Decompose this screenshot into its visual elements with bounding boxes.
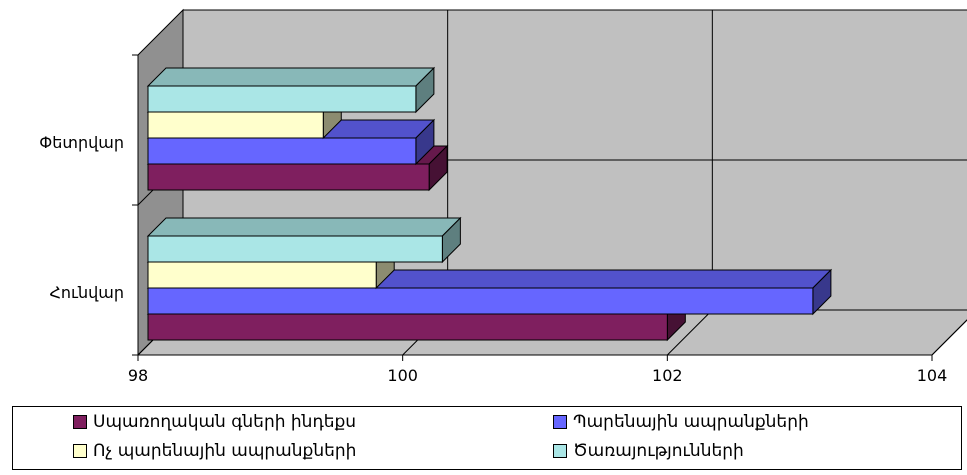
category-label: Հունվար (49, 283, 124, 302)
legend: Սպառողական գների ինդեքս Պարենային ապրանք… (12, 406, 962, 470)
x-tick-label: 102 (652, 366, 683, 385)
bar (146, 66, 436, 114)
bar-front (147, 287, 814, 315)
bar-front (147, 163, 430, 191)
legend-label: Սպառողական գների ինդեքս (93, 412, 357, 432)
bar-front (147, 235, 443, 263)
legend-item: Ծառայությունների (553, 441, 744, 461)
legend-item: Ոչ պարենային ապրանքների (73, 441, 356, 461)
bar-top (146, 217, 462, 237)
bars (146, 66, 833, 342)
legend-swatch (73, 415, 87, 429)
bar-front (147, 137, 417, 165)
legend-swatch (553, 415, 567, 429)
x-tick-labels: 98 100 102 104 (128, 366, 947, 385)
legend-label: Ծառայությունների (573, 441, 744, 461)
bar-top (146, 67, 436, 87)
x-tick-label: 100 (387, 366, 418, 385)
x-tick-label: 98 (128, 366, 148, 385)
bar-front (147, 111, 324, 139)
bar-front (147, 85, 417, 113)
legend-item: Պարենային ապրանքների (553, 412, 809, 432)
legend-swatch (553, 444, 567, 458)
bar-front (147, 261, 377, 289)
x-tick-label: 104 (917, 366, 948, 385)
legend-label: Պարենային ապրանքների (573, 412, 809, 432)
category-label: Փետրվար (39, 133, 124, 152)
category-labels: Հունվար Փետրվար (39, 133, 124, 302)
bar (146, 216, 462, 264)
chart: Հունվար Փետրվար 98 100 102 104 (39, 8, 967, 385)
legend-item: Սպառողական գների ինդեքս (73, 412, 356, 432)
gridline-floor (666, 309, 713, 356)
legend-label: Ոչ պարենային ապրանքների (93, 441, 357, 461)
bar-front (147, 313, 668, 341)
legend-swatch (73, 444, 87, 458)
gridline-floor (931, 319, 967, 356)
